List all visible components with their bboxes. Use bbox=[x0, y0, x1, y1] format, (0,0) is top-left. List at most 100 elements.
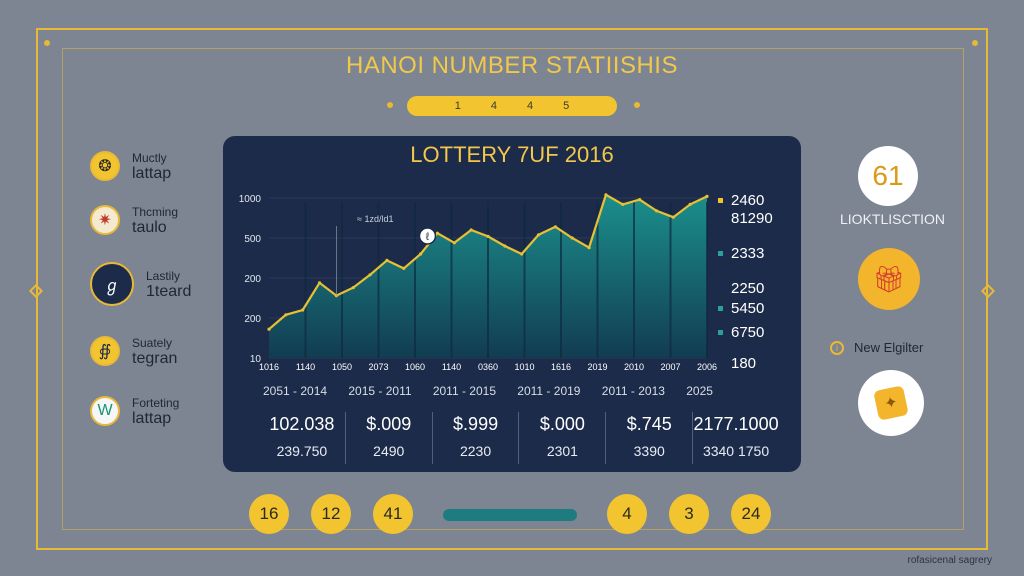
left-category-bottom: 1teard bbox=[146, 283, 192, 300]
left-category-bottom: tegran bbox=[132, 350, 178, 367]
annotation-label: ≈ 1zd/ld1 bbox=[357, 214, 393, 224]
left-category-text: Thcming taulo bbox=[132, 204, 178, 236]
pill-number: 4 bbox=[527, 100, 534, 112]
x-tick-label: 1140 bbox=[442, 362, 461, 372]
left-category-item[interactable]: ✷ Thcming taulo bbox=[90, 204, 178, 236]
data-point bbox=[570, 236, 574, 240]
x-tick-label: 2073 bbox=[368, 362, 388, 372]
stats-row: 102.038 239.750 $.009 2490 $.999 2230 $.000 230… bbox=[259, 412, 779, 464]
number-ball[interactable]: 41 bbox=[373, 494, 413, 534]
left-category-item[interactable]: ℊ Lastily 1teard bbox=[90, 262, 191, 306]
right-value-label: 81290 bbox=[718, 209, 773, 227]
year-range: 2015 - 2011 bbox=[348, 384, 412, 398]
number-ball[interactable]: 16 bbox=[249, 494, 289, 534]
glyph-emblem-icon: ∯ bbox=[90, 336, 120, 366]
left-category-top: Thcming bbox=[132, 205, 179, 219]
right-value-label: 5450 bbox=[718, 299, 764, 317]
legend-marker bbox=[718, 250, 723, 256]
right-value-text: 180 bbox=[731, 354, 757, 372]
data-point bbox=[638, 198, 642, 202]
pill-number: 1 bbox=[454, 100, 461, 112]
x-tick-label: 2010 bbox=[624, 362, 644, 372]
left-category-bottom: lattap bbox=[132, 165, 172, 182]
data-point bbox=[654, 209, 659, 213]
right-value-text: 81290 bbox=[731, 209, 773, 227]
legend-marker bbox=[718, 286, 723, 291]
right-value-text: 5450 bbox=[731, 299, 765, 317]
gift-button[interactable]: 🎁︎ bbox=[858, 248, 920, 310]
data-point bbox=[402, 266, 406, 270]
stat-secondary: 2301 bbox=[546, 443, 578, 459]
data-point bbox=[587, 246, 591, 250]
data-point bbox=[503, 244, 507, 248]
corner-dot-title-left bbox=[387, 102, 393, 108]
right-value-text: 2250 bbox=[731, 279, 765, 297]
data-point bbox=[536, 233, 541, 237]
outer-frame bbox=[36, 28, 988, 550]
stat-secondary: 2230 bbox=[459, 443, 492, 459]
x-tick-label: 2007 bbox=[660, 362, 680, 372]
left-category-top: Forteting bbox=[132, 396, 180, 410]
stat-primary: $.000 bbox=[539, 414, 585, 434]
register-label: New Elgilter bbox=[854, 340, 924, 355]
register-link[interactable]: i New Elgilter bbox=[830, 340, 923, 355]
data-point bbox=[301, 308, 305, 312]
inner-frame bbox=[62, 48, 964, 530]
x-tick-label: 1010 bbox=[514, 362, 534, 372]
x-tick-label: 1140 bbox=[296, 362, 315, 372]
y-tick-label: 200 bbox=[244, 274, 261, 285]
stat-cell: $.000 2301 bbox=[518, 412, 605, 464]
left-category-text: Suately tegran bbox=[132, 335, 177, 367]
data-point bbox=[688, 202, 692, 206]
left-category-item[interactable]: ∯ Suately tegran bbox=[90, 335, 177, 367]
stat-primary: $.745 bbox=[626, 414, 672, 434]
chart-panel: LOTTERY 7UF 2016 1000 500 200 200 10 ≈ 1zd/ld… bbox=[223, 136, 801, 472]
stat-primary: $.999 bbox=[453, 414, 499, 434]
stat-cell: 2177.1000 3340 1750 bbox=[692, 412, 779, 464]
stat-primary: 2177.1000 bbox=[693, 414, 779, 434]
stat-primary: 102.038 bbox=[269, 414, 335, 434]
y-tick-label: 500 bbox=[244, 234, 261, 245]
left-category-top: Suately bbox=[132, 336, 173, 350]
data-point bbox=[385, 258, 389, 262]
pill-number: 4 bbox=[490, 100, 497, 112]
data-point bbox=[419, 252, 423, 256]
data-point bbox=[368, 273, 372, 277]
x-tick-label: 2019 bbox=[587, 362, 607, 372]
data-point bbox=[267, 327, 271, 331]
corner-dot-top-left bbox=[44, 40, 50, 46]
footer-credit: rofasicenal sagrery bbox=[907, 555, 992, 566]
script-emblem-icon: ℊ bbox=[90, 262, 134, 306]
count-badge: 61 bbox=[858, 146, 918, 206]
chart-title: LOTTERY 7UF 2016 bbox=[410, 142, 614, 167]
data-point bbox=[435, 231, 440, 235]
right-value-label: 2333 bbox=[718, 244, 764, 262]
year-range: 2051 - 2014 bbox=[263, 384, 328, 398]
pill-number: 5 bbox=[563, 100, 570, 112]
year-range: 2011 - 2013 bbox=[601, 384, 665, 398]
number-ball[interactable]: 4 bbox=[607, 494, 647, 534]
highlight-marker-icon bbox=[418, 227, 437, 245]
x-tick-label: 2006 bbox=[697, 362, 717, 372]
data-point bbox=[705, 194, 709, 198]
data-point bbox=[553, 225, 557, 229]
year-range-row: 2051 - 2014 2015 - 2011 2011 - 2015 2011 - … bbox=[263, 384, 713, 398]
ticket-button[interactable]: ✦ bbox=[858, 370, 924, 436]
number-ball[interactable]: 24 bbox=[731, 494, 771, 534]
stat-secondary: 3340 1750 bbox=[702, 443, 770, 459]
left-category-text: Muctly lattap bbox=[132, 150, 171, 182]
legend-marker bbox=[718, 216, 723, 221]
stat-cell: $.745 3390 bbox=[605, 412, 692, 464]
year-range: 2025 bbox=[686, 384, 713, 398]
number-ball[interactable]: 12 bbox=[311, 494, 351, 534]
data-point bbox=[452, 241, 456, 245]
stat-cell: 102.038 239.750 bbox=[259, 412, 345, 464]
number-ball[interactable]: 3 bbox=[669, 494, 709, 534]
left-category-item[interactable]: W Forteting lattap bbox=[90, 395, 179, 427]
gift-box-icon: 🎁︎ bbox=[872, 263, 906, 294]
x-tick-label: 1050 bbox=[332, 362, 352, 372]
left-category-item[interactable]: ❂ Muctly lattap bbox=[90, 150, 171, 182]
info-icon: i bbox=[830, 340, 844, 355]
x-tick-label: 1060 bbox=[405, 362, 425, 372]
data-point bbox=[604, 193, 608, 197]
